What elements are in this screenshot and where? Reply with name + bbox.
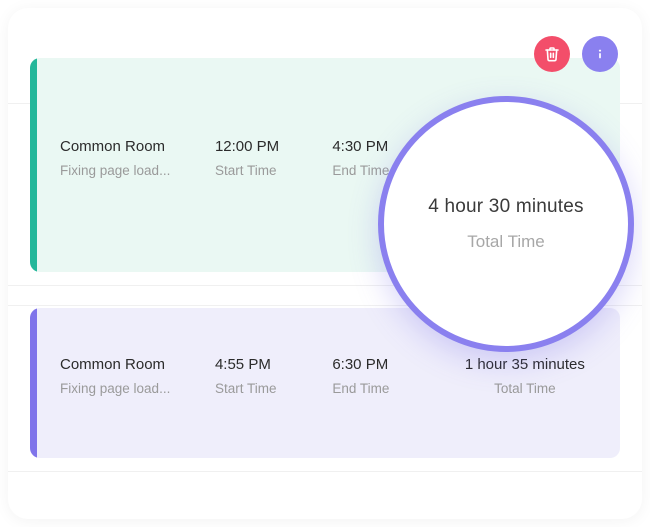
info-button[interactable] (582, 36, 618, 72)
start-column: 4:55 PM Start Time (215, 356, 322, 396)
trash-icon (544, 46, 560, 62)
start-time-label: Start Time (215, 163, 322, 178)
total-column: 1 hour 35 minutes Total Time (450, 356, 600, 396)
end-column: 6:30 PM End Time (332, 356, 439, 396)
end-time-label: End Time (332, 381, 439, 396)
total-time-label: Total Time (450, 381, 600, 396)
task-name: Fixing page load... (60, 381, 205, 396)
entry-actions (534, 36, 618, 72)
zoom-highlight: 4 hour 30 minutes Total Time (378, 96, 634, 352)
start-column: 12:00 PM Start Time (215, 138, 322, 178)
card: Common Room Fixing page load... 12:00 PM… (8, 8, 642, 519)
zoom-total-value: 4 hour 30 minutes (428, 196, 584, 218)
task-name: Fixing page load... (60, 163, 205, 178)
start-time-value: 12:00 PM (215, 138, 322, 155)
room-name: Common Room (60, 138, 205, 155)
room-column: Common Room Fixing page load... (60, 138, 205, 178)
start-time-label: Start Time (215, 381, 322, 396)
info-icon (592, 46, 608, 62)
accent-bar (30, 58, 37, 272)
room-column: Common Room Fixing page load... (60, 356, 205, 396)
accent-bar (30, 308, 37, 458)
delete-button[interactable] (534, 36, 570, 72)
room-name: Common Room (60, 356, 205, 373)
total-time-value: 1 hour 35 minutes (450, 356, 600, 373)
entry-columns: Common Room Fixing page load... 4:55 PM … (60, 356, 600, 396)
zoom-total-label: Total Time (467, 232, 544, 252)
end-time-value: 6:30 PM (332, 356, 439, 373)
start-time-value: 4:55 PM (215, 356, 322, 373)
divider (8, 471, 642, 472)
